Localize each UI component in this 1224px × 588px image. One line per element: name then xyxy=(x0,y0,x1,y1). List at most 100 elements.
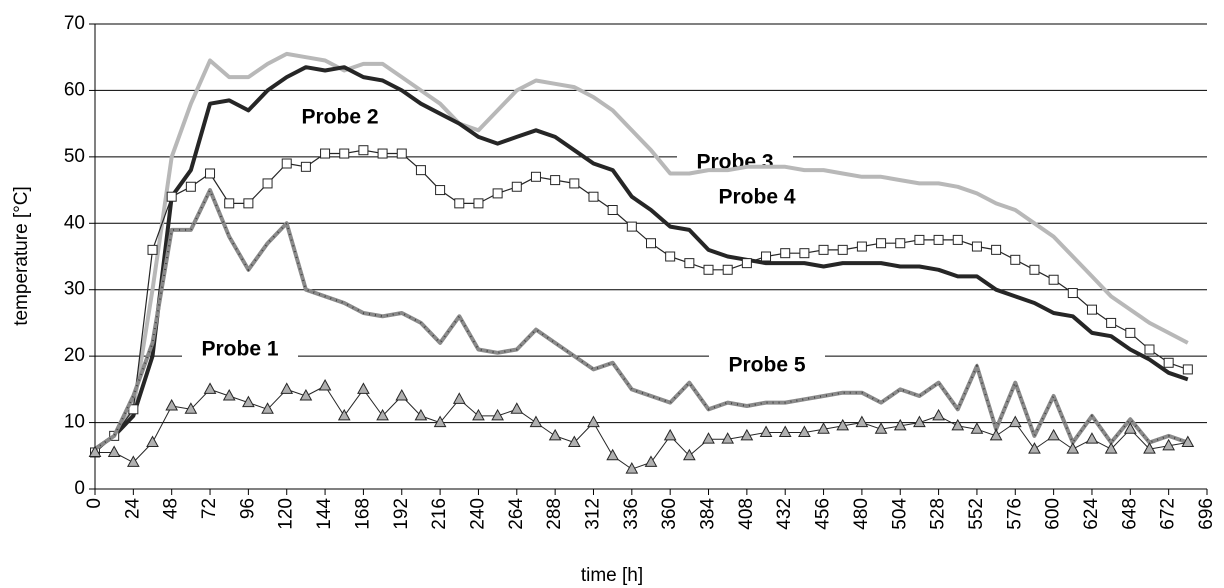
marker xyxy=(1163,357,1174,368)
marker xyxy=(165,398,179,411)
marker xyxy=(703,264,714,275)
marker xyxy=(1162,438,1176,451)
label-bg xyxy=(699,183,815,213)
marker xyxy=(415,165,426,176)
marker xyxy=(414,408,428,421)
marker xyxy=(376,408,389,421)
marker xyxy=(569,178,580,189)
marker xyxy=(433,415,447,428)
marker xyxy=(492,188,503,199)
x-tick-label: 216 xyxy=(429,498,450,530)
x-tick-label: 456 xyxy=(813,498,834,530)
marker xyxy=(818,244,829,255)
marker xyxy=(989,428,1003,441)
marker xyxy=(970,422,984,434)
series-label: Probe 4 xyxy=(718,186,795,209)
x-tick-label: 120 xyxy=(276,498,297,530)
series-label: Probe 1 xyxy=(201,338,278,361)
marker xyxy=(951,418,965,431)
x-tick-label: 96 xyxy=(237,498,258,519)
marker xyxy=(1028,442,1041,454)
x-tick-label: 72 xyxy=(199,498,220,519)
marker xyxy=(684,258,695,269)
marker xyxy=(454,198,465,209)
marker xyxy=(396,148,407,159)
marker xyxy=(646,238,656,249)
marker xyxy=(1047,428,1060,441)
x-tick-label: 432 xyxy=(774,498,795,530)
marker xyxy=(663,428,677,441)
marker xyxy=(147,244,158,255)
series-label: Probe 2 xyxy=(301,106,378,129)
x-tick-label: 24 xyxy=(122,498,143,520)
series-line xyxy=(93,188,1189,451)
x-tick-label: 336 xyxy=(621,498,642,530)
marker xyxy=(1181,435,1195,447)
series-line xyxy=(93,51,1189,451)
marker xyxy=(1123,422,1137,434)
marker xyxy=(971,241,982,252)
marker xyxy=(874,422,888,434)
x-tick-label: 48 xyxy=(161,498,182,519)
marker xyxy=(1144,344,1155,355)
marker xyxy=(702,432,715,444)
marker xyxy=(224,198,235,209)
marker xyxy=(281,158,292,169)
x-tick-label: 240 xyxy=(467,498,488,530)
label-bg xyxy=(182,335,298,365)
marker xyxy=(837,244,848,255)
x-tick-label: 168 xyxy=(352,498,373,530)
marker xyxy=(1143,442,1156,454)
marker xyxy=(318,378,332,391)
marker xyxy=(895,238,906,249)
marker xyxy=(511,181,522,192)
series-line xyxy=(93,65,1189,451)
marker xyxy=(1106,317,1117,328)
marker xyxy=(243,198,254,209)
x-tick-label: 144 xyxy=(314,498,335,530)
marker xyxy=(1086,304,1097,315)
x-tick-label: 192 xyxy=(391,498,412,530)
marker xyxy=(799,248,810,259)
marker xyxy=(780,248,791,259)
marker xyxy=(357,382,370,394)
y-tick-label: 50 xyxy=(64,146,85,167)
marker xyxy=(166,191,177,202)
marker xyxy=(529,415,543,428)
marker xyxy=(952,234,963,245)
marker xyxy=(358,145,369,156)
marker xyxy=(798,425,811,438)
marker xyxy=(1048,274,1059,285)
marker xyxy=(107,445,121,457)
x-tick-label: 528 xyxy=(928,498,949,530)
marker xyxy=(1010,254,1021,265)
marker xyxy=(933,234,944,245)
marker xyxy=(473,198,484,209)
marker xyxy=(991,244,1002,255)
marker xyxy=(1104,442,1118,454)
marker xyxy=(1085,432,1099,444)
x-tick-label: 696 xyxy=(1196,498,1217,530)
marker xyxy=(242,395,255,408)
marker xyxy=(548,428,562,441)
x-tick-label: 672 xyxy=(1158,498,1179,530)
marker xyxy=(817,422,830,434)
x-tick-label: 312 xyxy=(582,498,603,530)
marker xyxy=(280,382,294,394)
marker xyxy=(435,185,446,196)
marker xyxy=(626,221,637,232)
marker xyxy=(261,402,274,414)
marker xyxy=(778,425,792,438)
marker xyxy=(146,435,159,447)
marker xyxy=(395,388,409,401)
x-axis-title: time [h] xyxy=(581,565,643,586)
marker xyxy=(722,264,733,275)
marker xyxy=(567,435,581,447)
marker xyxy=(1008,415,1022,428)
marker xyxy=(606,448,620,461)
marker xyxy=(740,428,754,441)
x-tick-label: 480 xyxy=(851,498,872,530)
marker xyxy=(222,388,236,401)
y-tick-label: 30 xyxy=(64,279,85,300)
marker xyxy=(126,455,140,467)
